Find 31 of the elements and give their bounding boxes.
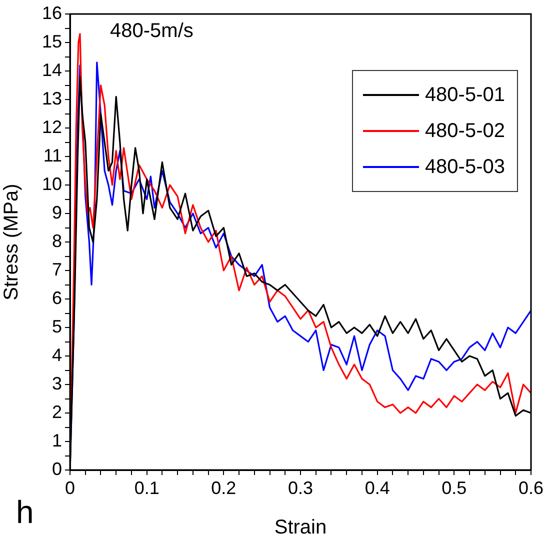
x-axis-title: Strain <box>274 516 327 539</box>
y-tick-label: 16 <box>42 2 62 23</box>
x-tick-label: 0 <box>64 478 76 498</box>
y-tick-label: 9 <box>52 202 62 222</box>
legend-label: 480-5-03 <box>424 156 505 178</box>
x-tick-label: 0.1 <box>134 478 160 498</box>
y-tick-label: 2 <box>52 402 62 422</box>
x-tick-label: 0.2 <box>211 478 236 498</box>
y-tick-label: 1 <box>52 430 62 450</box>
y-axis-title: Stress (MPa) <box>0 184 23 300</box>
y-tick-label: 13 <box>42 88 62 108</box>
x-tick-label: 0.5 <box>442 478 467 498</box>
y-tick-label: 3 <box>52 373 62 394</box>
legend-label: 480-5-01 <box>424 84 505 106</box>
legend-label: 480-5-02 <box>424 120 505 142</box>
y-tick-label: 15 <box>42 31 62 52</box>
x-tick-label: 0.6 <box>518 478 544 498</box>
y-tick-label: 0 <box>52 458 62 479</box>
chart-title: 480-5m/s <box>110 20 194 43</box>
y-tick-label: 10 <box>42 174 62 194</box>
y-tick-label: 8 <box>52 230 62 251</box>
y-tick-label: 14 <box>42 60 62 80</box>
y-tick-label: 12 <box>42 116 62 137</box>
y-tick-label: 6 <box>52 288 62 308</box>
x-tick-label: 0.4 <box>364 478 390 498</box>
y-tick-label: 5 <box>52 316 62 336</box>
text: h <box>16 494 34 531</box>
y-tick-label: 11 <box>43 145 62 166</box>
x-tick-label: 0.3 <box>288 478 314 498</box>
y-tick-label: 7 <box>52 259 62 280</box>
y-tick-label: 4 <box>52 344 62 365</box>
